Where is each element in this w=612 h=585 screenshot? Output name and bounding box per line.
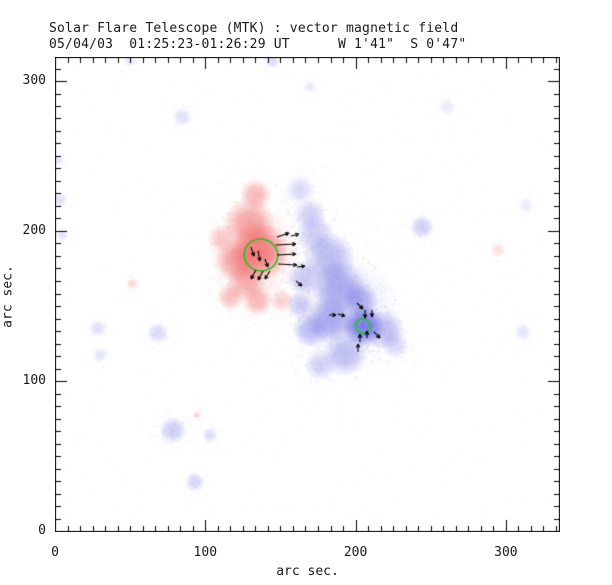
y-tick-label: 200 <box>22 223 46 238</box>
plot-canvas <box>55 57 560 532</box>
y-tick-label: 300 <box>22 73 46 88</box>
x-tick-label: 300 <box>494 545 518 560</box>
x-tick-label: 100 <box>193 545 218 560</box>
x-tick-label: 200 <box>343 545 368 560</box>
chart-title: Solar Flare Telescope (MTK) : vector mag… <box>49 21 459 36</box>
chart-subtitle: 05/04/03 01:25:23-01:26:29 UT W 1'41" S … <box>49 37 467 52</box>
x-axis-title: arc sec. <box>276 564 339 579</box>
x-tick-label: 0 <box>51 545 59 560</box>
y-tick-label: 0 <box>38 523 46 538</box>
y-axis-title: arc sec. <box>0 265 16 328</box>
y-tick-label: 100 <box>22 373 46 388</box>
